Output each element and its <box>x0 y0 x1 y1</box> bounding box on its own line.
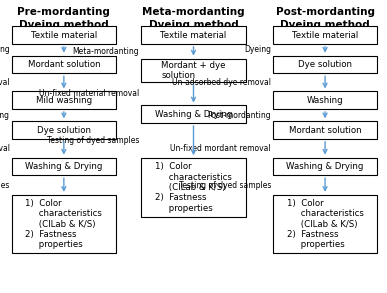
Text: Dyeing: Dyeing <box>244 45 271 54</box>
Text: Pre-mordanting
Dyeing method: Pre-mordanting Dyeing method <box>17 7 110 30</box>
Text: Un-fixed material removal: Un-fixed material removal <box>39 89 139 98</box>
FancyBboxPatch shape <box>141 105 246 123</box>
Text: Meta-mordanting
Dyeing method: Meta-mordanting Dyeing method <box>142 7 245 30</box>
Text: Testing of dyed samples: Testing of dyed samples <box>178 180 271 190</box>
FancyBboxPatch shape <box>273 121 377 139</box>
Text: Textile material: Textile material <box>292 31 358 40</box>
FancyBboxPatch shape <box>273 158 377 175</box>
FancyBboxPatch shape <box>273 195 377 253</box>
Text: Dye solution: Dye solution <box>298 60 352 69</box>
Text: Dye solution: Dye solution <box>37 126 91 134</box>
FancyBboxPatch shape <box>12 56 116 73</box>
Text: Un-adsorbed dye removal: Un-adsorbed dye removal <box>0 144 10 153</box>
Text: Mild washing: Mild washing <box>36 96 92 105</box>
Text: Un-fixed mordant removal: Un-fixed mordant removal <box>170 144 271 153</box>
Text: Meta-mordanting: Meta-mordanting <box>73 47 139 56</box>
Text: 1)  Color
     characteristics
     (CILab & K/S)
2)  Fastness
     properties: 1) Color characteristics (CILab & K/S) 2… <box>26 199 102 249</box>
FancyBboxPatch shape <box>12 121 116 139</box>
Text: Washing & Drying: Washing & Drying <box>155 110 232 119</box>
FancyBboxPatch shape <box>12 158 116 175</box>
Text: Washing & Drying: Washing & Drying <box>286 162 364 171</box>
Text: Dyeing: Dyeing <box>0 111 10 120</box>
FancyBboxPatch shape <box>12 26 116 44</box>
Text: Washing & Drying: Washing & Drying <box>25 162 103 171</box>
FancyBboxPatch shape <box>141 26 246 44</box>
Text: Un-adsorbed dye removal: Un-adsorbed dye removal <box>172 78 271 87</box>
Text: Post-mordanting: Post-mordanting <box>207 111 271 120</box>
FancyBboxPatch shape <box>141 158 246 217</box>
Text: 1)  Color
     characteristics
     (CILab & K/S)
2)  Fastness
     properties: 1) Color characteristics (CILab & K/S) 2… <box>155 162 232 213</box>
Text: Textile material: Textile material <box>160 31 227 40</box>
Text: Mordant solution: Mordant solution <box>27 60 100 69</box>
Text: Textile material: Textile material <box>31 31 97 40</box>
Text: Mordant solution: Mordant solution <box>289 126 361 134</box>
FancyBboxPatch shape <box>273 26 377 44</box>
Text: Mordant + dye
solution: Mordant + dye solution <box>161 61 226 80</box>
Text: Testing of dyed samples: Testing of dyed samples <box>47 136 139 145</box>
FancyBboxPatch shape <box>273 91 377 109</box>
Text: 1)  Color
     characteristics
     (CILab & K/S)
2)  Fastness
     properties: 1) Color characteristics (CILab & K/S) 2… <box>287 199 363 249</box>
Text: Un-fixed mordant removal: Un-fixed mordant removal <box>0 78 10 87</box>
FancyBboxPatch shape <box>12 91 116 109</box>
Text: Testing of dyed samples: Testing of dyed samples <box>0 180 10 190</box>
FancyBboxPatch shape <box>273 56 377 73</box>
FancyBboxPatch shape <box>141 59 246 82</box>
Text: Pre-mordanting: Pre-mordanting <box>0 45 10 54</box>
Text: Post-mordanting
Dyeing method: Post-mordanting Dyeing method <box>276 7 375 30</box>
FancyBboxPatch shape <box>12 195 116 253</box>
Text: Washing: Washing <box>307 96 343 105</box>
